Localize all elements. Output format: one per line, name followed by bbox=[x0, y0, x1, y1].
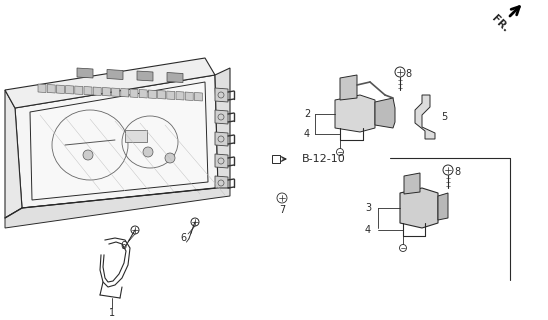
Polygon shape bbox=[215, 110, 228, 124]
Polygon shape bbox=[340, 75, 357, 100]
Polygon shape bbox=[107, 69, 123, 79]
Polygon shape bbox=[56, 85, 65, 93]
Text: B-12-10: B-12-10 bbox=[302, 154, 346, 164]
Polygon shape bbox=[5, 188, 230, 228]
Polygon shape bbox=[5, 58, 215, 108]
Polygon shape bbox=[438, 193, 448, 220]
Polygon shape bbox=[30, 82, 208, 200]
Polygon shape bbox=[102, 87, 110, 96]
Polygon shape bbox=[84, 86, 92, 95]
Polygon shape bbox=[215, 154, 228, 168]
Polygon shape bbox=[93, 87, 101, 95]
Polygon shape bbox=[400, 188, 438, 228]
Polygon shape bbox=[75, 86, 83, 94]
Polygon shape bbox=[215, 88, 228, 102]
Bar bbox=[272, 155, 280, 163]
Text: 8: 8 bbox=[405, 69, 411, 79]
Polygon shape bbox=[121, 89, 129, 97]
Polygon shape bbox=[47, 84, 55, 93]
Polygon shape bbox=[130, 89, 138, 98]
Polygon shape bbox=[139, 90, 147, 98]
Polygon shape bbox=[112, 88, 119, 97]
Polygon shape bbox=[5, 90, 22, 218]
Text: 6: 6 bbox=[180, 233, 186, 243]
Polygon shape bbox=[167, 73, 183, 83]
Polygon shape bbox=[195, 92, 202, 101]
Polygon shape bbox=[215, 132, 228, 146]
Polygon shape bbox=[77, 68, 93, 78]
Polygon shape bbox=[335, 95, 375, 132]
Polygon shape bbox=[404, 173, 420, 194]
Polygon shape bbox=[375, 98, 395, 128]
Polygon shape bbox=[158, 91, 165, 99]
Bar bbox=[125, 130, 147, 142]
Polygon shape bbox=[215, 176, 228, 190]
Polygon shape bbox=[215, 68, 230, 188]
Polygon shape bbox=[137, 71, 153, 81]
Circle shape bbox=[165, 153, 175, 163]
Text: 7: 7 bbox=[279, 205, 285, 215]
Polygon shape bbox=[176, 92, 184, 100]
Text: 6: 6 bbox=[120, 241, 126, 251]
Text: 4: 4 bbox=[304, 129, 310, 139]
Text: 3: 3 bbox=[365, 203, 371, 213]
Polygon shape bbox=[38, 84, 46, 92]
Polygon shape bbox=[415, 95, 435, 139]
Polygon shape bbox=[185, 92, 193, 100]
Polygon shape bbox=[167, 91, 175, 100]
Polygon shape bbox=[66, 85, 73, 94]
Text: 4: 4 bbox=[365, 225, 371, 235]
Polygon shape bbox=[15, 75, 218, 208]
Text: 5: 5 bbox=[441, 112, 447, 122]
Circle shape bbox=[83, 150, 93, 160]
Polygon shape bbox=[149, 90, 156, 99]
Text: FR.: FR. bbox=[489, 14, 510, 34]
Circle shape bbox=[143, 147, 153, 157]
Text: 8: 8 bbox=[454, 167, 460, 177]
Text: 1: 1 bbox=[109, 308, 115, 318]
Text: 2: 2 bbox=[304, 109, 310, 119]
